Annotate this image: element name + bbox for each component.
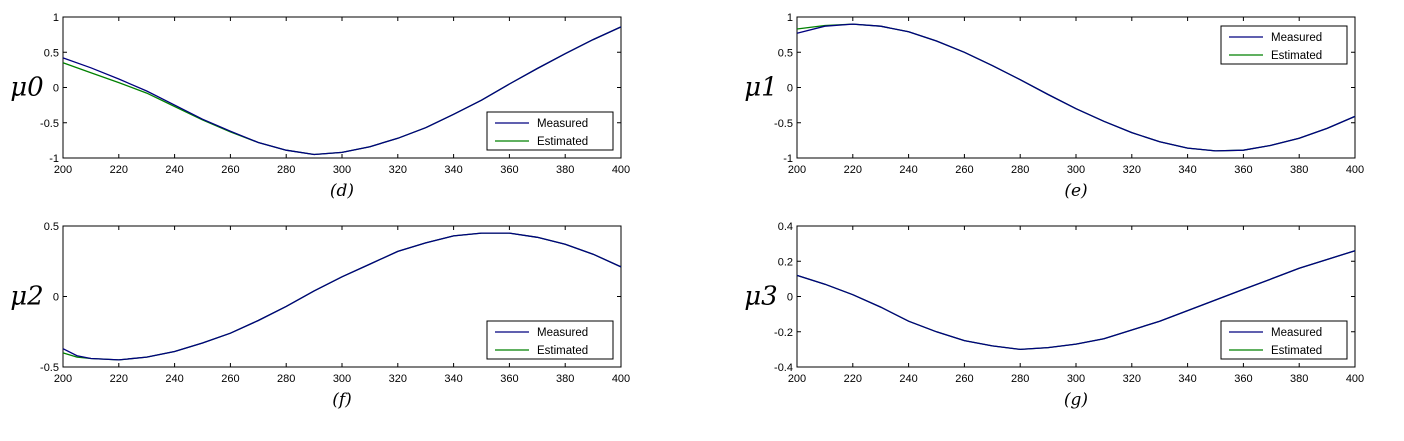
x-tick-label: 300 [333, 164, 351, 176]
x-tick-label: 200 [788, 373, 806, 385]
panel-label: (f) [332, 390, 352, 410]
series-line-measured [62, 232, 622, 361]
x-tick-label: 280 [277, 373, 295, 385]
series-line-measured [796, 23, 1356, 152]
x-tick-label: 360 [500, 373, 518, 385]
x-tick-label: 220 [110, 164, 128, 176]
legend-label: Measured [1271, 32, 1322, 44]
x-tick-label: 360 [500, 164, 518, 176]
x-tick-label: 320 [389, 373, 407, 385]
y-tick-label: 0 [787, 83, 793, 95]
series-line-measured [796, 250, 1356, 351]
x-tick-label: 400 [1346, 373, 1364, 385]
legend-label: Estimated [537, 136, 588, 148]
panel-label: (e) [1064, 181, 1087, 201]
chart-panel-0: 200 220 240 260 280 300 320 340 360 380 400 -1 -0.5 0… [10, 12, 630, 201]
y-tick-label: 0 [787, 292, 793, 304]
x-tick-label: 400 [612, 164, 630, 176]
y-tick-label: 0.5 [44, 47, 59, 59]
x-tick-label: 320 [389, 164, 407, 176]
x-tick-label: 280 [277, 164, 295, 176]
chart-panel-1: 200 220 240 260 280 300 320 340 360 380 400 -1 -0.5 0… [744, 12, 1364, 201]
y-axis-label: μ2 [10, 282, 43, 312]
x-tick-label: 260 [955, 164, 973, 176]
x-tick-label: 340 [444, 164, 462, 176]
x-tick-label: 200 [788, 164, 806, 176]
x-tick-label: 300 [1067, 373, 1085, 385]
y-tick-label: 1 [53, 12, 59, 24]
panel-label: (d) [330, 181, 354, 201]
y-tick-label: 0.2 [778, 256, 793, 268]
y-tick-label: 0.5 [44, 221, 59, 233]
x-tick-label: 240 [165, 373, 183, 385]
x-tick-label: 320 [1123, 373, 1141, 385]
x-tick-label: 240 [899, 164, 917, 176]
x-tick-label: 220 [844, 164, 862, 176]
y-tick-label: -0.5 [40, 118, 59, 130]
x-tick-label: 380 [556, 164, 574, 176]
y-tick-label: 0.4 [778, 221, 793, 233]
x-tick-label: 300 [333, 373, 351, 385]
legend: Measured Estimated [486, 111, 614, 151]
legend: Measured Estimated [1220, 25, 1348, 65]
y-axis-label: μ1 [744, 73, 777, 103]
legend-box [1220, 320, 1348, 360]
x-tick-label: 200 [54, 164, 72, 176]
x-tick-label: 380 [1290, 164, 1308, 176]
legend-label: Estimated [1271, 345, 1322, 357]
y-tick-label: -0.5 [774, 118, 793, 130]
y-tick-label: -0.2 [774, 327, 793, 339]
legend-label: Measured [537, 118, 588, 130]
x-tick-label: 340 [1178, 164, 1196, 176]
x-tick-label: 340 [444, 373, 462, 385]
x-tick-label: 360 [1234, 373, 1252, 385]
x-tick-label: 400 [612, 373, 630, 385]
y-tick-label: 0 [53, 292, 59, 304]
y-tick-label: -0.4 [774, 362, 793, 374]
legend-label: Estimated [537, 345, 588, 357]
x-tick-label: 260 [955, 373, 973, 385]
x-tick-label: 300 [1067, 164, 1085, 176]
y-tick-label: 0 [53, 83, 59, 95]
x-tick-label: 380 [556, 373, 574, 385]
y-axis-label: μ0 [10, 73, 43, 103]
x-tick-label: 360 [1234, 164, 1252, 176]
x-tick-label: 260 [221, 373, 239, 385]
legend-box [486, 111, 614, 151]
x-tick-label: 400 [1346, 164, 1364, 176]
x-tick-label: 200 [54, 373, 72, 385]
legend: Measured Estimated [486, 320, 614, 360]
y-tick-label: 1 [787, 12, 793, 24]
chart-panel-2: 200 220 240 260 280 300 320 340 360 380 400 -0.5 0 0.… [10, 221, 630, 410]
legend-label: Measured [537, 327, 588, 339]
chart-panel-3: 200 220 240 260 280 300 320 340 360 380 400 -0.4 -0.… [744, 221, 1364, 410]
legend-box [486, 320, 614, 360]
legend-label: Measured [1271, 327, 1322, 339]
x-tick-label: 280 [1011, 164, 1029, 176]
x-tick-label: 340 [1178, 373, 1196, 385]
panel-label: (g) [1064, 390, 1088, 410]
y-tick-label: -0.5 [40, 362, 59, 374]
x-tick-label: 280 [1011, 373, 1029, 385]
x-tick-label: 220 [844, 373, 862, 385]
x-tick-label: 240 [899, 373, 917, 385]
y-tick-label: -1 [49, 153, 59, 165]
y-tick-label: 0.5 [778, 47, 793, 59]
legend-box [1220, 25, 1348, 65]
legend: Measured Estimated [1220, 320, 1348, 360]
legend-label: Estimated [1271, 50, 1322, 62]
x-tick-label: 260 [221, 164, 239, 176]
x-tick-label: 220 [110, 373, 128, 385]
series-line-measured [62, 26, 622, 156]
x-tick-label: 240 [165, 164, 183, 176]
x-tick-label: 380 [1290, 373, 1308, 385]
x-tick-label: 320 [1123, 164, 1141, 176]
y-axis-label: μ3 [744, 282, 777, 312]
y-tick-label: -1 [783, 153, 793, 165]
